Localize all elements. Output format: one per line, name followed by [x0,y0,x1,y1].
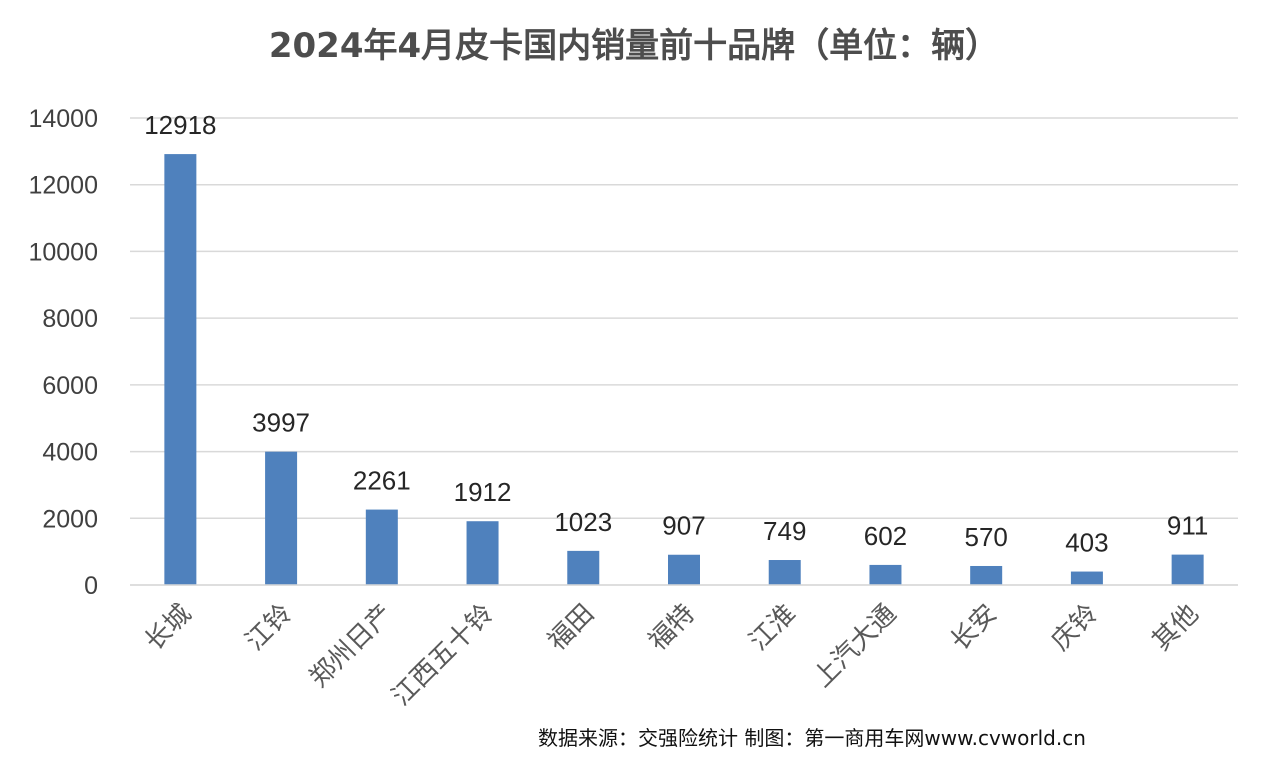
bar [970,565,1003,585]
chart-title: 2024年4月皮卡国内销量前十品牌（单位：辆） [268,26,1000,66]
data-label: 1023 [554,507,612,537]
x-category-label: 江西五十铃 [386,599,499,712]
x-category-label: 江铃 [240,599,298,657]
data-labels: 12918 3997 2261 1912 1023 907 749 602 570 403 911 [144,110,1208,557]
bar [567,550,600,585]
x-category-label: 福田 [542,599,600,657]
bar [668,554,700,585]
y-tick-label: 10000 [28,238,98,266]
data-label: 907 [662,511,705,541]
bar [1070,571,1103,585]
data-label: 749 [763,516,806,546]
x-category-label: 郑州日产 [304,599,399,694]
y-tick-label: 8000 [42,305,98,333]
source-note: 数据来源：交强险统计 制图：第一商用车网www.cvworld.cn [538,726,1086,750]
x-category-label: 庆铃 [1046,599,1104,657]
data-label: 570 [964,522,1007,552]
bar [466,521,499,585]
bar [365,509,398,585]
x-category-label: 上汽大通 [808,599,903,694]
bar [869,564,902,585]
data-label: 403 [1065,528,1108,558]
y-tick-label: 2000 [42,505,98,533]
x-category-label: 福特 [643,599,701,657]
data-label: 602 [864,521,907,551]
data-label: 911 [1167,511,1208,541]
y-axis: 0 2000 4000 6000 8000 10000 12000 14000 [28,105,98,600]
y-tick-label: 0 [84,572,98,600]
x-category-label: 其他 [1147,599,1205,657]
y-tick-label: 14000 [28,105,98,133]
y-tick-label: 4000 [42,439,98,467]
x-category-label: 长城 [139,599,197,657]
bar [768,560,801,585]
bars [164,154,1204,586]
x-category-label: 长安 [945,599,1003,657]
x-category-label: 江淮 [744,599,802,657]
data-label: 3997 [252,408,310,438]
bar [265,451,298,585]
y-tick-label: 6000 [42,372,98,400]
data-label: 1912 [454,477,512,507]
data-label: 12918 [144,110,216,140]
y-tick-label: 12000 [28,172,98,200]
bar [164,154,197,586]
data-label: 2261 [353,466,411,496]
bar [1171,554,1204,585]
